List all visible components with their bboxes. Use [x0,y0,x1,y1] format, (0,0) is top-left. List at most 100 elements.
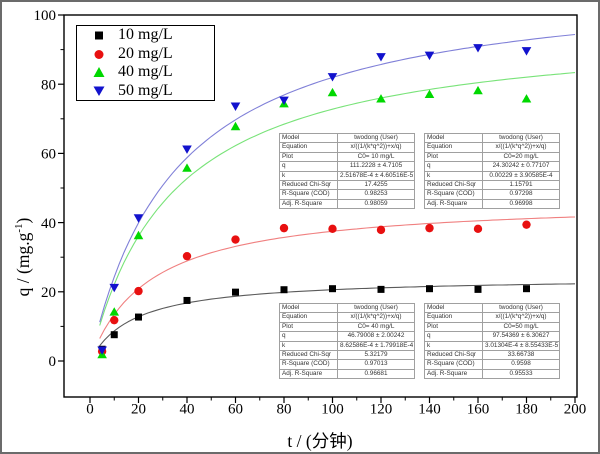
marker-triangle-up-40mgL [376,94,386,103]
param-value: twodong (User) [482,302,560,314]
legend-item-10mgL: 10 mg/L [92,26,214,45]
param-value: twodong (User) [337,132,415,144]
legend-item-50mgL: 50 mg/L [92,82,214,101]
param-label: Plot [424,151,483,163]
param-value: x/((1/(k*q^2))+x/q) [482,142,560,153]
param-label: Equation [424,312,483,323]
marker-circle-20mgL [231,235,240,244]
param-table-row: Plot C0= 40 mg/L [279,321,415,333]
x-tick-label: 20 [131,402,146,418]
marker-circle-20mgL [182,251,192,261]
marker-triangle-down-50mgL [327,73,338,82]
legend-label: 40 mg/L [118,63,173,81]
marker-circle-20mgL [376,225,386,235]
y-axis-title-sup: -1 [13,223,26,233]
marker-circle-20mgL [473,224,483,234]
param-value: 0.97298 [482,189,560,200]
param-table-row: R-Square (COD) 0.9598 [424,359,560,370]
marker-triangle-up-40mgL [424,89,435,99]
param-table-row: Plot C0= 10 mg/L [279,151,415,163]
param-label: Equation [279,142,338,153]
param-label: Model [424,132,483,144]
marker-triangle-down-50mgL [376,53,386,62]
param-value: 0.9598 [482,359,560,370]
param-table-row: R-Square (COD) 0.97013 [279,359,415,370]
marker-triangle-down-50mgL [109,283,120,293]
param-table-row: Adj. R-Square 0.95533 [424,368,560,380]
x-tick-label: 80 [277,402,292,418]
marker-triangle-up-40mgL [521,94,532,103]
param-table-row: Plot C0=50 mg/L [424,321,560,333]
param-table-row: k 3.01304E-4 ± 8.55433E-5 [424,340,560,352]
param-table-row: Reduced Chi-Sqr 17.4255 [279,180,415,191]
param-table-row: Model twodong (User) [279,302,415,314]
param-value: 17.4255 [337,180,415,191]
y-axis-title: q / (mg.g-1) [13,157,35,357]
param-table-row: Reduced Chi-Sqr 5.32179 [279,350,415,361]
marker-triangle-down-50mgL [473,44,483,53]
param-value: 3.01304E-4 ± 8.55433E-5 [482,340,560,352]
param-label: R-Square (COD) [424,359,483,370]
x-axis-title-text: t / (分钟) [287,431,353,451]
y-tick-label: 60 [41,147,56,163]
marker-square-10mgL [329,285,336,293]
param-table-row: Reduced Chi-Sqr 1.15791 [424,180,560,191]
param-value: 97.54369 ± 6.30627 [482,331,560,342]
param-label: Plot [279,151,338,163]
fit-table-20mgL: Model twodong (User) Equation x/((1/(k*q^2)… [424,132,560,210]
marker-triangle-down-50mgL [424,51,435,61]
fit-table-40mgL: Model twodong (User) Equation x/((1/(k*q^2)… [279,302,415,380]
param-label: q [424,161,483,172]
param-table-row: Adj. R-Square 0.98059 [279,198,415,210]
param-label: q [279,161,338,172]
y-axis-title-text: q / (mg.g [13,232,33,297]
param-value: 2.51678E-4 ± 4.60516E-5 [337,170,415,182]
fit-curve-20mgL [99,216,576,339]
x-tick-label: 200 [564,402,587,418]
marker-circle-20mgL [279,223,289,233]
legend: 10 mg/L 20 mg/L 40 mg/L 50 mg/L [76,25,215,101]
marker-square-10mgL [280,286,288,294]
marker-triangle-up-40mgL [182,163,192,172]
param-label: Equation [279,312,338,323]
param-label: k [424,170,483,182]
fit-curve-40mgL [99,72,576,326]
param-value: C0=20 mg/L [482,151,560,163]
param-table-row: Adj. R-Square 0.96998 [424,198,560,210]
param-value: 0.96681 [337,368,415,380]
param-value: 0.00229 ± 3.90585E-4 [482,170,560,182]
legend-item-40mgL: 40 mg/L [92,63,214,82]
param-table-row: Model twodong (User) [424,302,560,314]
marker-triangle-up-40mgL [327,87,338,97]
marker-circle-20mgL [522,220,531,229]
param-table-row: R-Square (COD) 0.97298 [424,189,560,200]
param-label: Plot [279,321,338,333]
param-table-row: Reduced Chi-Sqr 33.66738 [424,350,560,361]
y-tick-label: 40 [41,216,56,232]
param-table-row: k 8.62586E-4 ± 1.79918E-4 [279,340,415,352]
param-value: 0.95533 [482,368,560,380]
x-tick-label: 160 [467,402,490,418]
param-table-row: Equation x/((1/(k*q^2))+x/q) [424,312,560,323]
param-label: k [279,340,338,352]
param-value: C0= 10 mg/L [337,151,415,163]
param-label: Adj. R-Square [424,198,483,210]
x-tick-label: 120 [370,402,393,418]
marker-circle-20mgL [134,286,143,296]
legend-label: 20 mg/L [118,44,173,62]
y-tick-label: 20 [41,285,56,301]
marker-square-10mgL [135,313,142,321]
x-tick-label: 0 [86,402,94,418]
param-label: Reduced Chi-Sqr [424,350,483,361]
param-value: C0= 40 mg/L [337,321,415,333]
square-marker-icon [95,31,103,40]
param-label: Adj. R-Square [279,368,338,380]
param-value: 24.30242 ± 0.77107 [482,161,560,172]
param-table-row: Plot C0=20 mg/L [424,151,560,163]
marker-triangle-up-40mgL [133,230,144,240]
legend-item-20mgL: 20 mg/L [92,45,214,64]
y-tick-label: 80 [41,77,56,93]
param-value: x/((1/(k*q^2))+x/q) [337,142,415,153]
param-table-row: Equation x/((1/(k*q^2))+x/q) [279,312,415,323]
